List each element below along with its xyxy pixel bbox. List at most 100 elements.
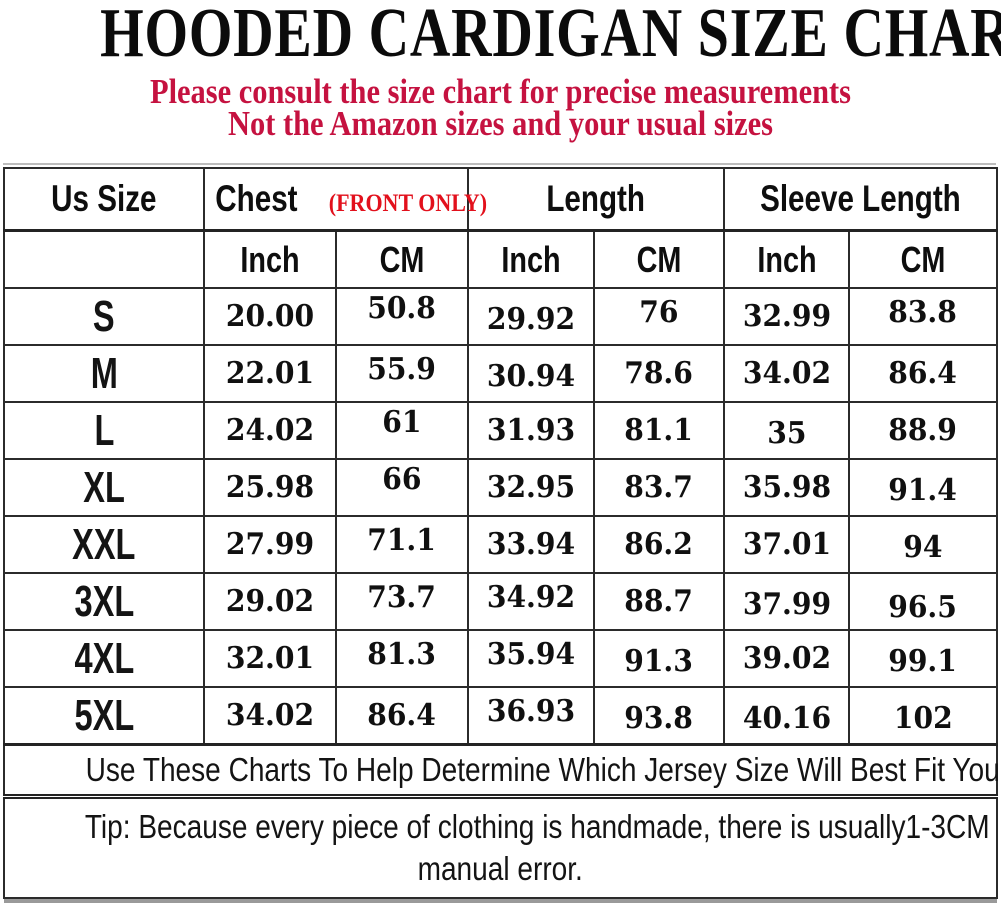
cell-value: 86.2 bbox=[624, 527, 694, 562]
cell-value: 94 bbox=[903, 530, 943, 565]
size-value: 3XL bbox=[74, 576, 134, 626]
cell-value: 20.00 bbox=[225, 299, 315, 334]
header-sleeve-length-label: Sleeve Length bbox=[760, 178, 961, 219]
table-row-m: M 22.01 55.9 30.94 78.6 34.02 86.4 bbox=[3, 344, 999, 403]
chest-cm-cell: 66 bbox=[334, 458, 470, 517]
cell-value: 22.01 bbox=[225, 356, 315, 391]
footer-tip-row: Tip: Because every piece of clothing is … bbox=[2, 795, 999, 899]
cell-value: 24.02 bbox=[225, 413, 315, 448]
cell-value: 36.93 bbox=[486, 694, 576, 729]
length-cm-cell: 86.2 bbox=[593, 515, 726, 574]
cell-value: 27.99 bbox=[225, 527, 315, 562]
size-value: XXL bbox=[72, 519, 136, 569]
cell-value: 34.02 bbox=[225, 698, 315, 733]
header-us-size: Us Size bbox=[3, 167, 205, 232]
cell-value: 83.7 bbox=[624, 470, 694, 505]
cell-value: 35.98 bbox=[742, 470, 831, 505]
table-row-xl: XL 25.98 66 32.95 83.7 35.98 91.4 bbox=[3, 458, 999, 517]
cell-value: 91.3 bbox=[624, 644, 694, 679]
cell-value: 76 bbox=[639, 295, 679, 330]
chest-inch-cell: 29.02 bbox=[203, 572, 337, 631]
length-inch-cell: 34.92 bbox=[467, 572, 596, 631]
size-cell: XL bbox=[3, 458, 205, 517]
footer-note-cell: Use These Charts To Help Determine Which… bbox=[2, 743, 1000, 799]
size-cell: 3XL bbox=[3, 572, 205, 631]
size-cell: 5XL bbox=[3, 686, 205, 746]
unit-sleeve-inch: Inch bbox=[723, 229, 851, 289]
sleeve-cm-cell: 96.5 bbox=[848, 572, 999, 631]
length-inch-cell: 31.93 bbox=[467, 401, 596, 460]
unit-sleeve-cm: CM bbox=[848, 229, 999, 289]
length-inch-cell: 29.92 bbox=[467, 287, 596, 346]
cell-value: 81.3 bbox=[367, 637, 437, 672]
subtitle-line1: Please consult the size chart for precis… bbox=[149, 72, 852, 111]
cell-value: 50.8 bbox=[367, 291, 437, 326]
length-cm-cell: 83.7 bbox=[593, 458, 726, 517]
sleeve-cm-cell: 83.8 bbox=[848, 287, 999, 346]
sleeve-cm-cell: 86.4 bbox=[848, 344, 999, 403]
table-row-l: L 24.02 61 31.93 81.1 35 88.9 bbox=[3, 401, 999, 460]
header-chest-label: Chest bbox=[215, 178, 298, 219]
size-cell: S bbox=[3, 287, 205, 346]
footer-tip-line1: Tip: Because every piece of clothing is … bbox=[84, 808, 990, 845]
sleeve-cm-cell: 94 bbox=[848, 515, 999, 574]
cell-value: 86.4 bbox=[367, 698, 437, 733]
length-inch-cell: 35.94 bbox=[467, 629, 596, 688]
table-units-row: Inch CM Inch CM Inch CM bbox=[3, 229, 999, 289]
size-table-wrap: Us Size Chest (FRONT ONLY) Length Sleeve… bbox=[2, 163, 1000, 899]
size-value: S bbox=[93, 291, 115, 341]
chest-cm-cell: 86.4 bbox=[334, 686, 470, 746]
sleeve-inch-cell: 39.02 bbox=[723, 629, 851, 688]
cell-value: 99.1 bbox=[888, 644, 958, 679]
cell-value: 96.5 bbox=[888, 590, 958, 625]
size-value: L bbox=[94, 405, 114, 455]
sleeve-inch-cell: 35.98 bbox=[723, 458, 851, 517]
chest-cm-cell: 61 bbox=[334, 401, 470, 460]
chest-inch-cell: 20.00 bbox=[203, 287, 337, 346]
sleeve-inch-cell: 40.16 bbox=[723, 686, 851, 746]
unit-label: CM bbox=[636, 238, 682, 280]
chest-cm-cell: 55.9 bbox=[334, 344, 470, 403]
cell-value: 73.7 bbox=[367, 580, 437, 615]
cell-value: 31.93 bbox=[486, 413, 576, 448]
size-cell: 4XL bbox=[3, 629, 205, 688]
sleeve-cm-cell: 99.1 bbox=[848, 629, 999, 688]
length-cm-cell: 88.7 bbox=[593, 572, 726, 631]
cell-value: 32.95 bbox=[486, 470, 576, 505]
cell-value: 32.01 bbox=[225, 641, 315, 676]
cell-value: 25.98 bbox=[225, 470, 315, 505]
cell-value: 33.94 bbox=[486, 527, 576, 562]
cell-value: 39.02 bbox=[742, 641, 831, 676]
unit-chest-cm: CM bbox=[334, 229, 470, 289]
table-row-5xl: 5XL 34.02 86.4 36.93 93.8 40.16 102 bbox=[3, 686, 999, 746]
length-cm-cell: 76 bbox=[593, 287, 726, 346]
cell-value: 34.92 bbox=[486, 580, 576, 615]
chest-inch-cell: 32.01 bbox=[203, 629, 337, 688]
cell-value: 71.1 bbox=[367, 523, 437, 558]
cell-value: 102 bbox=[893, 701, 953, 736]
cell-value: 37.01 bbox=[742, 527, 831, 562]
unit-chest-inch: Inch bbox=[203, 229, 337, 289]
subtitle: Please consult the size chart for precis… bbox=[0, 72, 1001, 141]
unit-length-cm: CM bbox=[593, 229, 726, 289]
size-cell: XXL bbox=[3, 515, 205, 574]
table-row-s: S 20.00 50.8 29.92 76 32.99 83.8 bbox=[3, 287, 999, 346]
sleeve-cm-cell: 102 bbox=[848, 686, 999, 746]
cell-value: 29.02 bbox=[225, 584, 315, 619]
chest-cm-cell: 50.8 bbox=[334, 287, 470, 346]
chest-cm-cell: 71.1 bbox=[334, 515, 470, 574]
table-row-4xl: 4XL 32.01 81.3 35.94 91.3 39.02 99.1 bbox=[3, 629, 999, 688]
cell-value: 32.99 bbox=[742, 299, 831, 334]
cell-value: 86.4 bbox=[888, 356, 958, 391]
unit-label: CM bbox=[900, 238, 946, 280]
cell-value: 29.92 bbox=[486, 302, 576, 337]
unit-label: CM bbox=[379, 238, 425, 280]
length-cm-cell: 91.3 bbox=[593, 629, 726, 688]
chest-inch-cell: 34.02 bbox=[203, 686, 337, 746]
sleeve-cm-cell: 88.9 bbox=[848, 401, 999, 460]
size-table: Us Size Chest (FRONT ONLY) Length Sleeve… bbox=[2, 167, 1000, 899]
length-cm-cell: 81.1 bbox=[593, 401, 726, 460]
size-value: XL bbox=[83, 462, 125, 512]
cell-value: 93.8 bbox=[624, 701, 694, 736]
